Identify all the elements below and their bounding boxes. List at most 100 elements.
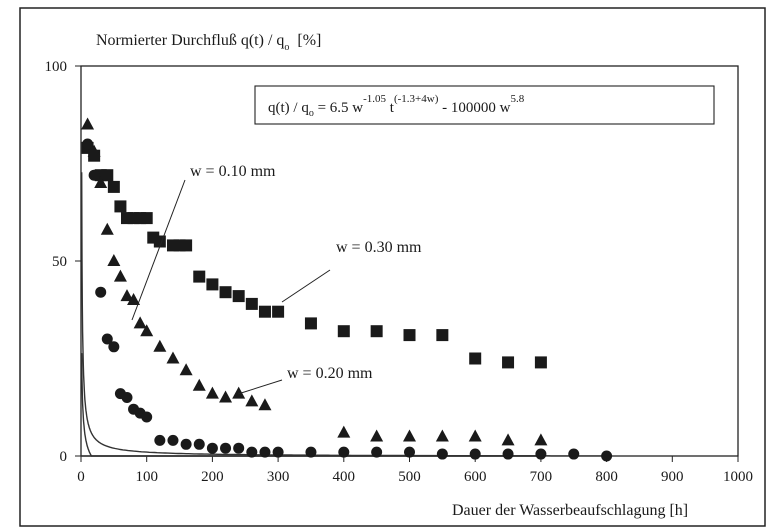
data-point-square <box>436 329 449 342</box>
data-point-circle <box>88 169 100 181</box>
data-point-triangle <box>192 378 206 391</box>
data-point-triangle <box>435 429 449 442</box>
data-point-triangle <box>133 316 147 329</box>
data-point-triangle <box>113 269 127 282</box>
data-point-square <box>337 325 350 338</box>
data-point-square <box>219 286 232 299</box>
data-point-triangle <box>100 222 114 235</box>
data-point-square <box>258 305 271 318</box>
data-point-circle <box>154 434 166 446</box>
data-point-square <box>534 356 547 369</box>
data-point-triangle <box>107 254 121 266</box>
data-point-triangle <box>127 293 141 305</box>
data-point-circle <box>568 448 580 460</box>
data-point-circle <box>305 446 317 458</box>
axes: 0 100 200 300 400 500 600 700 800 900 1000 0 50 100 <box>45 59 754 485</box>
data-point-circle <box>404 446 415 458</box>
formula-box <box>254 85 715 125</box>
data-point-triangle <box>232 386 246 399</box>
series-label-w030: w = 0.30 mm <box>336 239 422 256</box>
data-point-square <box>101 169 114 182</box>
data-point-triangle <box>140 324 154 337</box>
data-point-square <box>304 317 317 330</box>
data-point-square <box>180 239 193 252</box>
data-point-triangle <box>205 386 219 399</box>
data-point-circle <box>535 448 547 460</box>
data-point-circle <box>193 438 205 450</box>
data-point-square <box>370 325 383 338</box>
data-point-triangle <box>370 429 384 442</box>
data-point-circle <box>95 286 107 298</box>
x-tick-label: 100 <box>135 469 158 485</box>
fit-curves <box>81 172 607 457</box>
data-point-square <box>469 352 482 365</box>
y-tick-label: 50 <box>52 254 67 270</box>
data-point-circle <box>206 442 218 454</box>
data-point-square <box>193 270 206 283</box>
data-point-circle <box>220 442 232 454</box>
data-point-square <box>114 200 127 213</box>
data-point-circle <box>101 333 113 345</box>
data-point-circle <box>82 138 94 150</box>
data-point-triangle <box>179 363 193 376</box>
leader-line-w020 <box>237 379 283 395</box>
series-label-w010: w = 0.10 mm <box>190 163 276 180</box>
data-point-circle <box>121 392 133 403</box>
x-tick-label: 800 <box>595 469 618 485</box>
data-point-square <box>232 290 245 303</box>
data-point-circle <box>167 434 179 446</box>
data-point-triangle <box>87 144 101 157</box>
data-point-circle <box>233 442 245 454</box>
leader-line-w010 <box>131 179 186 321</box>
data-point-circle <box>436 448 448 460</box>
data-point-triangle <box>534 433 548 446</box>
series-label-w020: w = 0.20 mm <box>287 365 373 382</box>
data-point-circle <box>272 446 284 458</box>
y-tick-label: 100 <box>45 59 68 75</box>
data-point-triangle <box>468 429 482 442</box>
fit-curve-01 <box>81 172 607 457</box>
data-point-triangle <box>153 339 167 352</box>
data-point-square <box>140 212 153 225</box>
data-point-square <box>272 305 285 318</box>
data-point-triangle <box>219 390 233 403</box>
data-point-triangle <box>81 117 95 130</box>
data-point-circle <box>141 411 153 423</box>
data-point-square <box>120 212 133 225</box>
data-points <box>81 117 613 462</box>
x-tick-label: 700 <box>530 469 553 485</box>
x-tick-label: 200 <box>201 469 224 485</box>
data-point-triangle <box>337 425 351 438</box>
x-tick-label: 600 <box>464 469 487 485</box>
data-point-circle <box>338 446 350 458</box>
formula-text: q(t) / qo = 6.5 w-1.05 t(-1.3+4w) - 1000… <box>268 93 525 119</box>
data-point-circle <box>502 448 514 460</box>
data-point-square <box>403 329 416 342</box>
data-point-triangle <box>94 176 108 188</box>
x-tick-label: 300 <box>267 469 290 485</box>
data-point-square <box>206 278 219 291</box>
x-tick-label: 400 <box>333 469 356 485</box>
data-point-circle <box>601 450 613 462</box>
data-point-square <box>502 356 515 369</box>
y-tick-label: 0 <box>60 449 68 465</box>
data-point-circle <box>108 341 120 353</box>
x-tick-label: 1000 <box>723 469 753 485</box>
data-point-circle <box>371 446 383 458</box>
data-point-circle <box>180 438 192 450</box>
data-point-triangle <box>258 398 272 411</box>
x-tick-label: 0 <box>77 469 85 485</box>
x-axis-title: Dauer der Wasserbeaufschlagung [h] <box>452 502 688 519</box>
figure-frame <box>19 7 766 527</box>
x-tick-label: 500 <box>398 469 421 485</box>
data-point-circle <box>259 446 271 458</box>
data-point-triangle <box>403 429 416 442</box>
data-point-square <box>107 180 120 193</box>
data-point-triangle <box>245 394 259 407</box>
data-point-circle <box>246 446 258 458</box>
data-point-circle <box>469 448 481 460</box>
leader-line-w030 <box>281 269 331 303</box>
y-axis-title: Normierter Durchfluß q(t) / qo [%] <box>96 32 321 53</box>
data-point-triangle <box>166 351 180 364</box>
